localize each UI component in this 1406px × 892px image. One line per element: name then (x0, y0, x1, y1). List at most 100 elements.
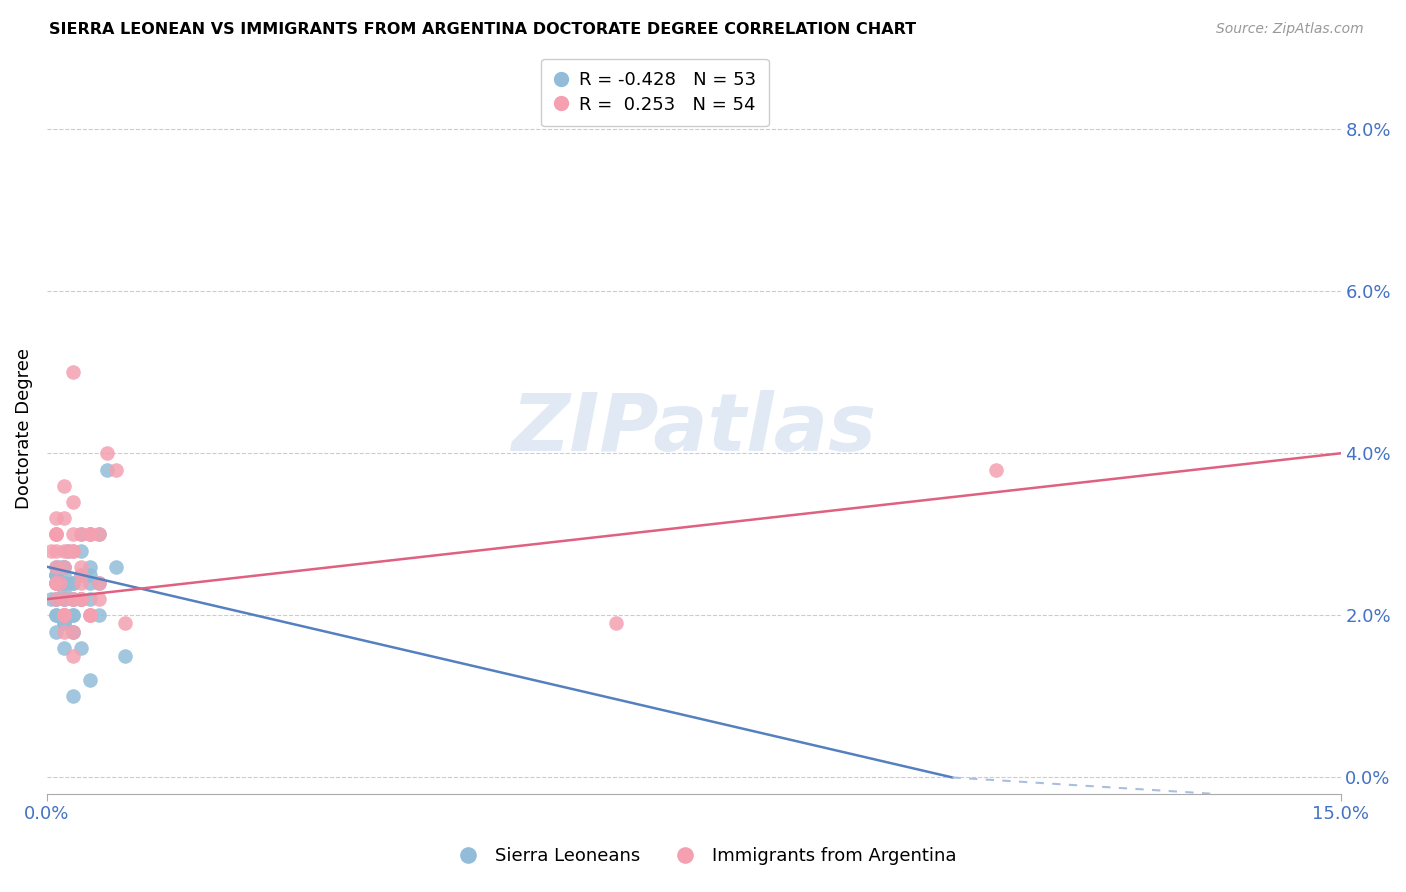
Point (70, 592, 93, 607)
Point (70, 527, 93, 541)
Point (62, 495, 84, 509)
Point (79, 592, 101, 607)
Point (62, 592, 84, 607)
Point (87, 576, 110, 591)
Point (53, 608, 76, 623)
Point (53, 608, 76, 623)
Point (62, 608, 84, 623)
Point (62, 592, 84, 607)
Point (87, 527, 110, 541)
Point (62, 576, 84, 591)
Point (79, 527, 101, 541)
Point (104, 462, 127, 476)
Point (605, 616, 627, 631)
Point (44, 576, 66, 591)
Point (79, 608, 101, 623)
Point (53, 616, 76, 631)
Point (44, 567, 66, 582)
Point (44, 511, 66, 525)
Point (44, 576, 66, 591)
Point (53, 559, 76, 574)
Point (53, 543, 76, 558)
Point (44, 592, 66, 607)
Point (79, 527, 101, 541)
Point (53, 576, 76, 591)
Point (53, 584, 76, 599)
Point (53, 576, 76, 591)
Point (70, 640, 93, 655)
Point (53, 479, 76, 493)
Point (44, 608, 66, 623)
Point (53, 567, 76, 582)
Point (70, 567, 93, 582)
Point (104, 559, 127, 574)
Point (62, 527, 84, 541)
Point (62, 690, 84, 704)
Legend: Sierra Leoneans, Immigrants from Argentina: Sierra Leoneans, Immigrants from Argenti… (443, 840, 963, 872)
Point (62, 543, 84, 558)
Point (39, 543, 62, 558)
Point (53, 608, 76, 623)
Point (62, 624, 84, 639)
Point (79, 567, 101, 582)
Point (87, 608, 110, 623)
Point (53, 616, 76, 631)
Point (53, 559, 76, 574)
Point (53, 592, 76, 607)
Point (58, 543, 80, 558)
Point (79, 576, 101, 591)
Point (44, 576, 66, 591)
Point (70, 576, 93, 591)
Point (44, 527, 66, 541)
Point (44, 559, 66, 574)
Point (114, 616, 136, 631)
Y-axis label: Doctorate Degree: Doctorate Degree (15, 349, 32, 509)
Point (79, 527, 101, 541)
Point (79, 673, 101, 688)
Point (44, 527, 66, 541)
Point (62, 365, 84, 379)
Point (70, 592, 93, 607)
Point (62, 608, 84, 623)
Point (53, 592, 76, 607)
Point (44, 592, 66, 607)
Point (79, 559, 101, 574)
Point (44, 567, 66, 582)
Text: ZIPatlas: ZIPatlas (512, 390, 876, 468)
Point (79, 608, 101, 623)
Point (96, 446, 118, 460)
Point (44, 576, 66, 591)
Point (62, 592, 84, 607)
Point (70, 592, 93, 607)
Point (58, 543, 80, 558)
Point (44, 624, 66, 639)
Legend: R = -0.428   N = 53, R =  0.253   N = 54: R = -0.428 N = 53, R = 0.253 N = 54 (541, 59, 769, 127)
Point (44, 592, 66, 607)
Point (70, 543, 93, 558)
Point (62, 624, 84, 639)
Point (87, 592, 110, 607)
Point (70, 592, 93, 607)
Point (53, 511, 76, 525)
Point (53, 559, 76, 574)
Point (70, 527, 93, 541)
Point (79, 608, 101, 623)
Point (53, 640, 76, 655)
Point (70, 592, 93, 607)
Point (62, 648, 84, 663)
Point (984, 462, 1007, 476)
Point (53, 624, 76, 639)
Point (49, 559, 72, 574)
Point (44, 608, 66, 623)
Point (62, 576, 84, 591)
Text: Source: ZipAtlas.com: Source: ZipAtlas.com (1216, 22, 1364, 37)
Point (44, 567, 66, 582)
Point (53, 608, 76, 623)
Point (44, 543, 66, 558)
Point (62, 592, 84, 607)
Point (70, 592, 93, 607)
Point (49, 576, 72, 591)
Point (70, 559, 93, 574)
Point (44, 527, 66, 541)
Point (53, 608, 76, 623)
